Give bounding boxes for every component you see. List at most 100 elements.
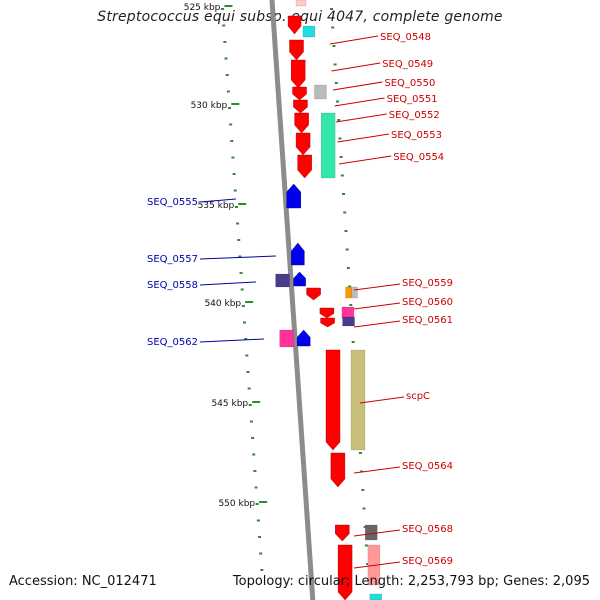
scale-tick <box>254 486 258 489</box>
feature-olive <box>350 349 366 451</box>
outer-tick <box>362 507 366 510</box>
leader-line-seq-0561 <box>353 320 401 328</box>
forward-cds-arrow <box>289 39 304 61</box>
leader-line-seq-0562 <box>199 338 265 343</box>
outer-tick <box>331 26 335 29</box>
feature-grey <box>314 84 327 100</box>
gene-label-seq-0560: SEQ_0560 <box>402 297 453 308</box>
leader-line-seq-0555 <box>199 198 237 203</box>
scale-tick <box>221 8 225 10</box>
forward-cds-arrow <box>297 154 312 179</box>
feature-partial <box>295 0 307 7</box>
scale-tick <box>247 387 251 390</box>
forward-cds-arrow <box>319 307 335 319</box>
leader-line-seq-0558 <box>199 281 257 286</box>
outer-tick <box>346 267 350 269</box>
backbone-line <box>269 0 316 600</box>
scale-tick <box>237 239 241 241</box>
outer-tick <box>332 45 336 47</box>
scale-tick <box>245 354 249 357</box>
scale-tick <box>234 206 238 208</box>
outer-tick <box>339 156 343 158</box>
forward-cds-arrow <box>330 452 346 488</box>
scale-tick <box>239 272 243 274</box>
scale-tick <box>248 404 252 406</box>
forward-cds-arrow <box>337 544 353 600</box>
gene-label-seq-0550: SEQ_0550 <box>384 78 435 89</box>
scale-tick <box>246 371 250 373</box>
scale-mark <box>259 501 268 503</box>
forward-cds-arrow <box>306 287 321 301</box>
gene-label-seq-0552: SEQ_0552 <box>389 110 440 121</box>
scale-tick <box>230 140 234 142</box>
reverse-feature-purple <box>275 273 290 288</box>
outer-tick <box>358 452 362 454</box>
feature-cyan <box>302 25 316 38</box>
scale-tick <box>240 288 244 291</box>
outer-tick <box>338 137 342 140</box>
gene-label-seq-0558: SEQ_0558 <box>147 280 198 291</box>
outer-tick <box>363 526 367 528</box>
forward-cds-arrow <box>295 132 311 156</box>
outer-tick <box>344 230 348 232</box>
scale-tick <box>236 222 240 225</box>
leader-line-seq-0564 <box>353 466 401 474</box>
scale-mark <box>224 5 233 7</box>
scale-tick <box>244 338 248 340</box>
forward-cds-arrow <box>335 524 350 542</box>
scale-tick <box>224 57 228 60</box>
gene-label-seq-0564: SEQ_0564 <box>402 461 453 472</box>
gene-label-seq-0562: SEQ_0562 <box>147 337 198 348</box>
outer-tick <box>343 211 347 214</box>
scale-label: 545 kbp <box>211 399 248 409</box>
forward-cds-arrow <box>294 112 309 134</box>
forward-cds-arrow <box>290 59 306 89</box>
scale-tick <box>256 519 260 522</box>
outer-tick <box>345 248 349 251</box>
scale-tick <box>258 536 262 538</box>
accession-label: Accession: NC_012471 <box>9 574 157 589</box>
feature-grey <box>351 286 358 299</box>
outer-tick <box>342 193 346 195</box>
outer-tick <box>330 8 334 10</box>
scale-tick <box>252 453 256 456</box>
feature-teal <box>320 112 336 179</box>
scale-tick <box>259 552 263 555</box>
outer-tick <box>366 563 370 565</box>
outer-tick <box>340 174 344 177</box>
outer-tick <box>333 63 337 66</box>
gene-label-seq-0548: SEQ_0548 <box>380 32 431 43</box>
scale-tick <box>238 255 242 258</box>
outer-tick <box>336 100 340 103</box>
leader-line-seq-0559 <box>353 283 401 291</box>
topology-label: Topology: circular; Length: 2,253,793 bp… <box>232 574 590 589</box>
outer-tick <box>364 544 368 547</box>
leader-line-seq-0557 <box>199 255 277 260</box>
scale-label: 530 kbp <box>191 101 228 111</box>
outer-tick <box>348 285 352 288</box>
gene-label-seq-0553: SEQ_0553 <box>391 130 442 141</box>
outer-tick <box>334 82 338 84</box>
leader-line-seq-0553 <box>337 133 390 143</box>
feature-purple <box>342 316 355 327</box>
scale-label: 525 kbp <box>184 3 221 13</box>
scale-tick <box>260 569 264 571</box>
gene-label-seq-0554: SEQ_0554 <box>393 152 444 163</box>
scale-label: 550 kbp <box>218 499 255 509</box>
reverse-cds-arrow <box>286 183 301 209</box>
leader-line-seq-0560 <box>353 302 401 310</box>
scale-tick <box>226 90 230 93</box>
reverse-cds-arrow <box>291 242 305 266</box>
gene-label-seq-0568: SEQ_0568 <box>402 524 453 535</box>
scale-tick <box>241 305 245 307</box>
feature-dark-grey <box>365 524 378 541</box>
leader-line-seq-0551 <box>334 97 385 107</box>
scale-mark <box>245 301 254 303</box>
scale-tick <box>222 24 226 27</box>
forward-cds-arrow <box>292 86 307 101</box>
outer-tick <box>351 341 355 343</box>
leader-line-scpc <box>359 396 405 404</box>
leader-line-seq-0552 <box>335 113 387 123</box>
scale-tick <box>227 107 231 109</box>
